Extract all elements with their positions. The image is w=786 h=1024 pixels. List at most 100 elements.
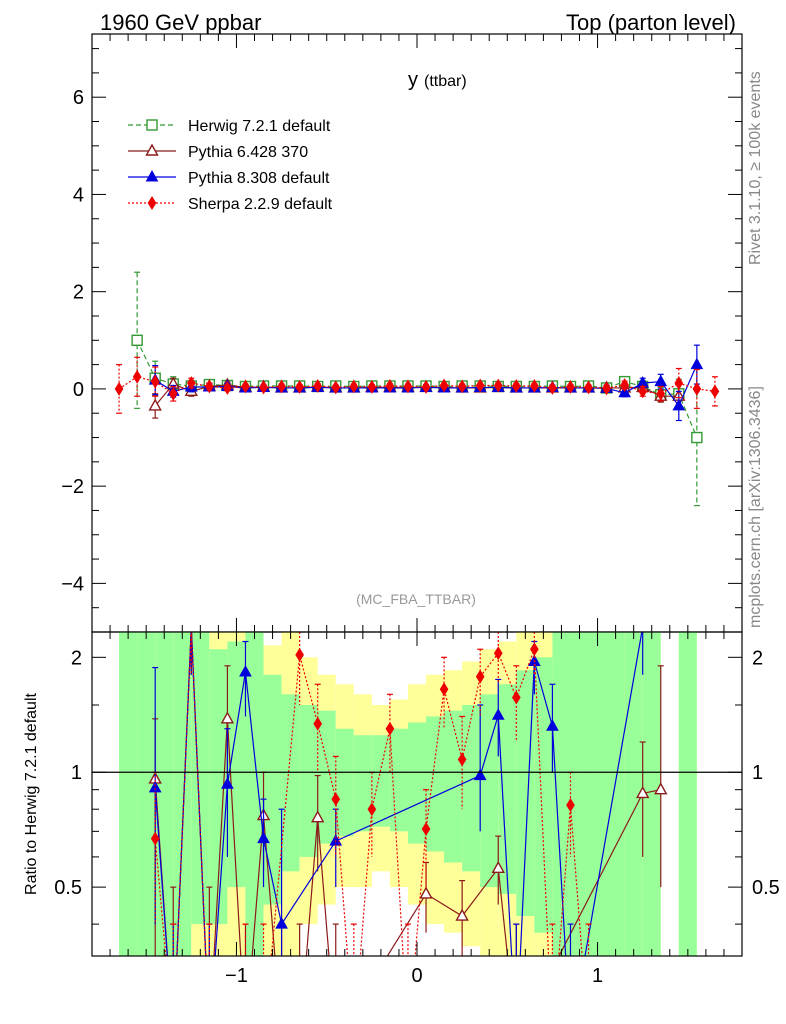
uncertainty-band-inner — [624, 632, 643, 956]
legend-marker — [145, 143, 159, 156]
data-point — [168, 386, 178, 401]
main-panel: −4 −2 0 2 4 6 y (ttbar) (MC_FBA_TTBAR) Herwig… — [61, 33, 743, 633]
data-point — [385, 379, 395, 393]
ratio-y-tick-label-right: 0.5 — [752, 877, 780, 899]
ratio-data-layer — [148, 632, 668, 956]
rivet-side-label: Rivet 3.1.10, ≥ 100k events — [747, 71, 764, 265]
uncertainty-band-inner — [335, 728, 354, 837]
data-point — [638, 384, 648, 399]
legend-label: Herwig 7.2.1 default — [188, 118, 331, 135]
data-point — [148, 398, 162, 411]
data-point — [131, 334, 143, 346]
data-point — [692, 381, 702, 396]
data-point — [620, 378, 629, 392]
ratio-series-2 — [150, 632, 592, 956]
data-point — [457, 379, 467, 394]
data-point — [654, 374, 668, 387]
uncertainty-band-inner — [137, 632, 156, 956]
data-point — [132, 369, 142, 384]
legend-marker — [145, 169, 159, 182]
x-tick-label: 1 — [592, 965, 603, 987]
ratio-y-tick-label: 1 — [71, 762, 82, 784]
ratio-point — [385, 721, 395, 736]
uncertainty-band-inner — [245, 632, 264, 956]
series-3 — [114, 356, 720, 414]
ratio-point — [530, 642, 539, 657]
data-point — [331, 380, 341, 395]
data-point — [439, 378, 449, 393]
uncertainty-band-inner — [480, 694, 499, 888]
ratio-point — [331, 792, 341, 807]
uncertainty-band-inner — [281, 694, 300, 872]
uncertainty-band-inner — [317, 710, 336, 844]
main-title-suffix: (ttbar) — [424, 73, 467, 90]
main-title: y — [408, 69, 418, 91]
uncertainty-band-inner — [371, 735, 390, 827]
ratio-point — [566, 798, 575, 813]
ratio-point — [257, 831, 270, 844]
ratio-point — [148, 780, 162, 793]
data-point — [259, 380, 268, 395]
ratio-point — [511, 690, 521, 705]
data-point — [295, 380, 304, 394]
x-tick-label: −1 — [225, 965, 248, 987]
ratio-point — [491, 860, 505, 874]
uncertainty-band-inner — [426, 716, 445, 852]
uncertainty-band-inner — [606, 632, 625, 956]
ratio-point — [457, 752, 467, 767]
main-y-tick-label: 2 — [73, 282, 84, 304]
ratio-point — [493, 646, 503, 661]
ratio-point — [491, 708, 505, 720]
x-tick-label: 0 — [411, 965, 422, 987]
data-point — [672, 398, 686, 411]
ratio-bands — [119, 632, 697, 956]
uncertainty-band-inner — [534, 657, 553, 933]
main-data-layer — [114, 271, 720, 507]
ratio-panel: 0.5 0.5 1 1 2 2 −1 0 1 Ratio to Herwig 7.2.1 def… — [23, 631, 780, 987]
ratio-y-tick-label: 0.5 — [54, 877, 82, 899]
legend: Herwig 7.2.1 default Pythia 6.428 370 Pyth… — [128, 118, 333, 213]
legend-entry: Sherpa 2.2.9 default — [128, 196, 333, 213]
ratio-point — [220, 711, 235, 724]
data-point — [349, 379, 359, 394]
uncertainty-band-inner — [353, 735, 372, 832]
ratio-point — [313, 716, 323, 731]
data-point — [205, 379, 214, 394]
ratio-point — [239, 665, 252, 677]
data-point — [403, 379, 413, 394]
legend-marker — [147, 196, 157, 210]
data-point — [223, 380, 232, 395]
uncertainty-band-inner — [191, 632, 210, 925]
data-point — [511, 379, 521, 393]
ratio-point — [311, 810, 325, 823]
uncertainty-band-inner — [516, 670, 535, 917]
ratio-point — [636, 785, 650, 799]
series-line — [136, 340, 698, 438]
series-0 — [131, 271, 703, 507]
uncertainty-band-inner — [173, 632, 192, 956]
ratio-point — [654, 782, 668, 795]
data-point — [186, 376, 196, 391]
data-point — [602, 381, 611, 396]
ratio-point — [295, 647, 304, 662]
main-y-tick-label: −2 — [61, 476, 84, 498]
ratio-point — [150, 831, 160, 846]
uncertainty-band-inner — [588, 632, 607, 956]
data-point — [710, 384, 720, 399]
ratio-point — [221, 777, 234, 789]
ratio-y-tick-label: 2 — [71, 647, 82, 669]
ratio-point — [546, 719, 559, 731]
data-point — [674, 376, 684, 391]
data-point — [548, 380, 557, 395]
uncertainty-band-inner — [642, 632, 661, 956]
data-point — [656, 386, 666, 401]
ratio-point — [419, 886, 433, 899]
data-point — [475, 378, 485, 393]
uncertainty-band-inner — [407, 722, 427, 844]
ratio-axes: 0.5 0.5 1 1 2 2 −1 0 1 — [54, 632, 780, 987]
uncertainty-band-inner — [498, 684, 517, 894]
data-point — [114, 381, 124, 396]
ratio-point — [475, 669, 485, 684]
series-line — [118, 376, 715, 395]
